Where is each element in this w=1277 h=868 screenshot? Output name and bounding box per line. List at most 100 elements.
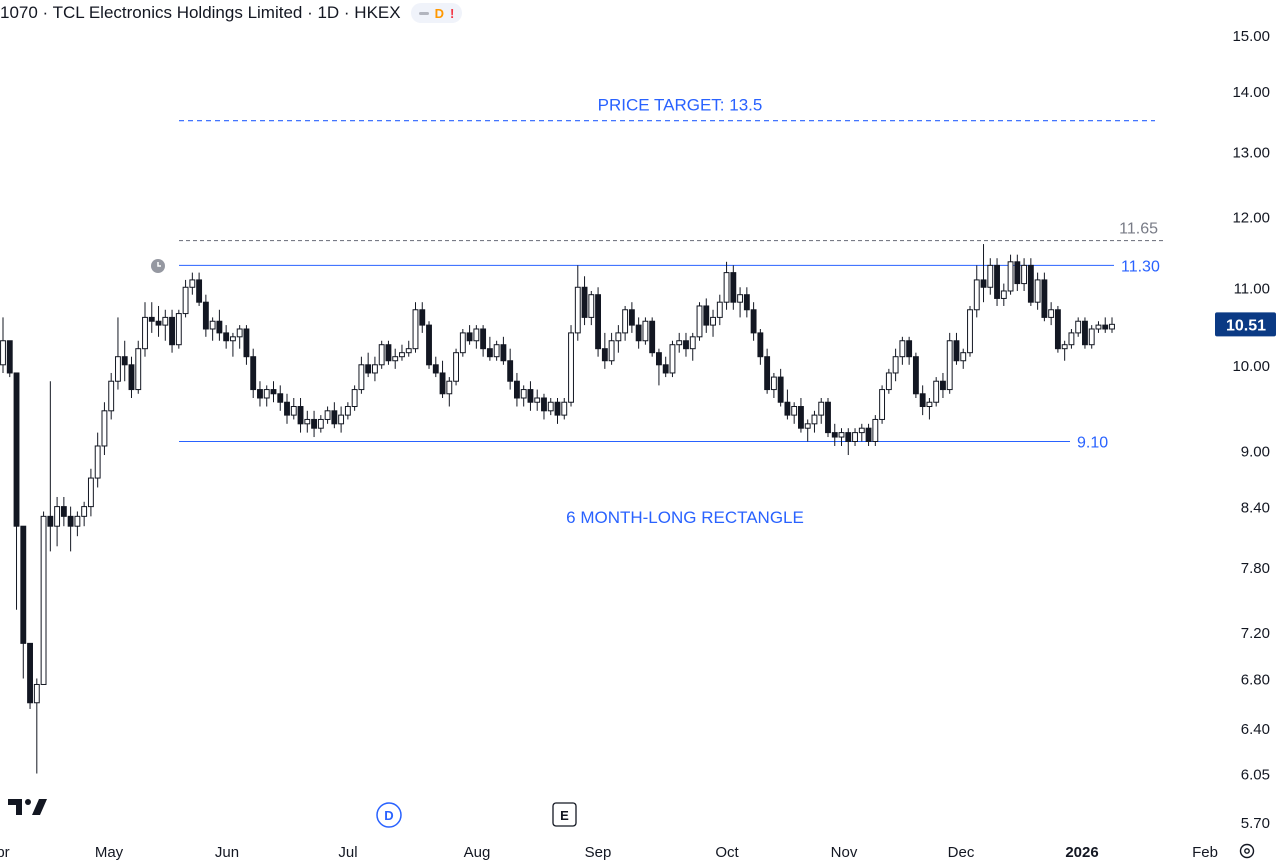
candle[interactable] xyxy=(750,302,757,341)
candle[interactable] xyxy=(121,340,128,382)
candle[interactable] xyxy=(798,397,804,433)
candle[interactable] xyxy=(825,397,831,438)
candle[interactable] xyxy=(541,393,547,420)
candle[interactable] xyxy=(216,309,223,341)
candle[interactable] xyxy=(831,423,838,446)
candle[interactable] xyxy=(290,397,297,420)
candle[interactable] xyxy=(655,348,662,386)
candle[interactable] xyxy=(960,348,967,369)
candle[interactable] xyxy=(940,372,946,398)
candle[interactable] xyxy=(263,385,270,407)
candle[interactable] xyxy=(480,325,487,357)
candle[interactable] xyxy=(635,317,642,349)
candle[interactable] xyxy=(885,368,892,394)
candle[interactable] xyxy=(513,372,520,407)
candle[interactable] xyxy=(33,678,40,774)
candle[interactable] xyxy=(277,385,284,411)
candle[interactable] xyxy=(1102,317,1109,333)
candle[interactable] xyxy=(182,279,189,318)
candle[interactable] xyxy=(1007,254,1014,295)
candle[interactable] xyxy=(317,415,324,433)
candle[interactable] xyxy=(1027,258,1034,306)
candle[interactable] xyxy=(229,332,236,357)
candle[interactable] xyxy=(804,419,811,442)
candle[interactable] xyxy=(933,377,940,407)
candle[interactable] xyxy=(980,244,987,303)
candle[interactable] xyxy=(399,344,405,361)
candle[interactable] xyxy=(189,272,196,295)
candle[interactable] xyxy=(534,389,541,411)
candle[interactable] xyxy=(737,287,744,318)
candle[interactable] xyxy=(872,415,879,446)
candle[interactable] xyxy=(953,332,960,365)
candle[interactable] xyxy=(108,372,115,420)
candle[interactable] xyxy=(365,352,372,378)
earnings-marker[interactable]: E xyxy=(552,802,577,827)
candle[interactable] xyxy=(243,325,250,365)
alarm-clock-icon[interactable] xyxy=(151,259,165,273)
candle[interactable] xyxy=(811,410,818,433)
candle[interactable] xyxy=(1041,272,1048,322)
candle[interactable] xyxy=(74,511,81,537)
candle[interactable] xyxy=(581,276,588,326)
candle[interactable] xyxy=(946,332,953,394)
candle[interactable] xyxy=(628,302,635,333)
candle[interactable] xyxy=(1054,305,1061,353)
candle[interactable] xyxy=(67,506,74,552)
candle[interactable] xyxy=(777,368,784,407)
symbol-title[interactable]: 1070 · TCL Electronics Holdings Limited … xyxy=(0,3,401,22)
candle[interactable] xyxy=(101,402,108,456)
candle[interactable] xyxy=(818,397,825,424)
candle[interactable] xyxy=(412,302,419,353)
candle[interactable] xyxy=(588,290,595,326)
dividend-marker[interactable]: D xyxy=(376,802,402,828)
candle[interactable] xyxy=(689,332,696,361)
candle[interactable] xyxy=(270,381,277,403)
candle[interactable] xyxy=(716,294,723,326)
candle[interactable] xyxy=(507,348,514,390)
candle[interactable] xyxy=(662,356,669,378)
candle[interactable] xyxy=(311,410,317,438)
candle[interactable] xyxy=(250,348,257,398)
candle[interactable] xyxy=(87,468,94,517)
candle[interactable] xyxy=(912,352,919,398)
candle[interactable] xyxy=(47,381,54,552)
candle[interactable] xyxy=(142,302,148,357)
candle[interactable] xyxy=(385,340,392,365)
candle[interactable] xyxy=(284,393,290,424)
candle[interactable] xyxy=(453,348,460,386)
candle[interactable] xyxy=(1082,317,1088,349)
candle[interactable] xyxy=(554,397,561,424)
candle[interactable] xyxy=(155,305,162,337)
candle[interactable] xyxy=(676,332,683,353)
candle[interactable] xyxy=(27,642,33,709)
candle[interactable] xyxy=(392,348,399,369)
candle[interactable] xyxy=(615,325,622,353)
candle[interactable] xyxy=(169,309,175,353)
candle[interactable] xyxy=(879,385,886,424)
candle[interactable] xyxy=(466,325,473,345)
candle[interactable] xyxy=(338,406,345,433)
candle[interactable] xyxy=(493,340,500,361)
status-badges[interactable]: D ! xyxy=(410,3,463,23)
candle[interactable] xyxy=(642,317,649,345)
candle[interactable] xyxy=(1075,317,1082,337)
candle[interactable] xyxy=(446,377,453,407)
candle[interactable] xyxy=(358,356,365,394)
candle[interactable] xyxy=(0,317,6,373)
candle[interactable] xyxy=(196,272,203,306)
candle[interactable] xyxy=(20,525,27,679)
candle[interactable] xyxy=(743,287,750,318)
candle[interactable] xyxy=(926,397,933,420)
candle[interactable] xyxy=(757,328,764,365)
candle[interactable] xyxy=(1048,302,1055,326)
candle[interactable] xyxy=(764,348,771,394)
candle[interactable] xyxy=(297,397,304,433)
candle[interactable] xyxy=(1068,328,1075,349)
candle[interactable] xyxy=(115,317,121,390)
candle[interactable] xyxy=(378,340,385,369)
candle[interactable] xyxy=(899,336,906,365)
candle[interactable] xyxy=(669,340,676,378)
